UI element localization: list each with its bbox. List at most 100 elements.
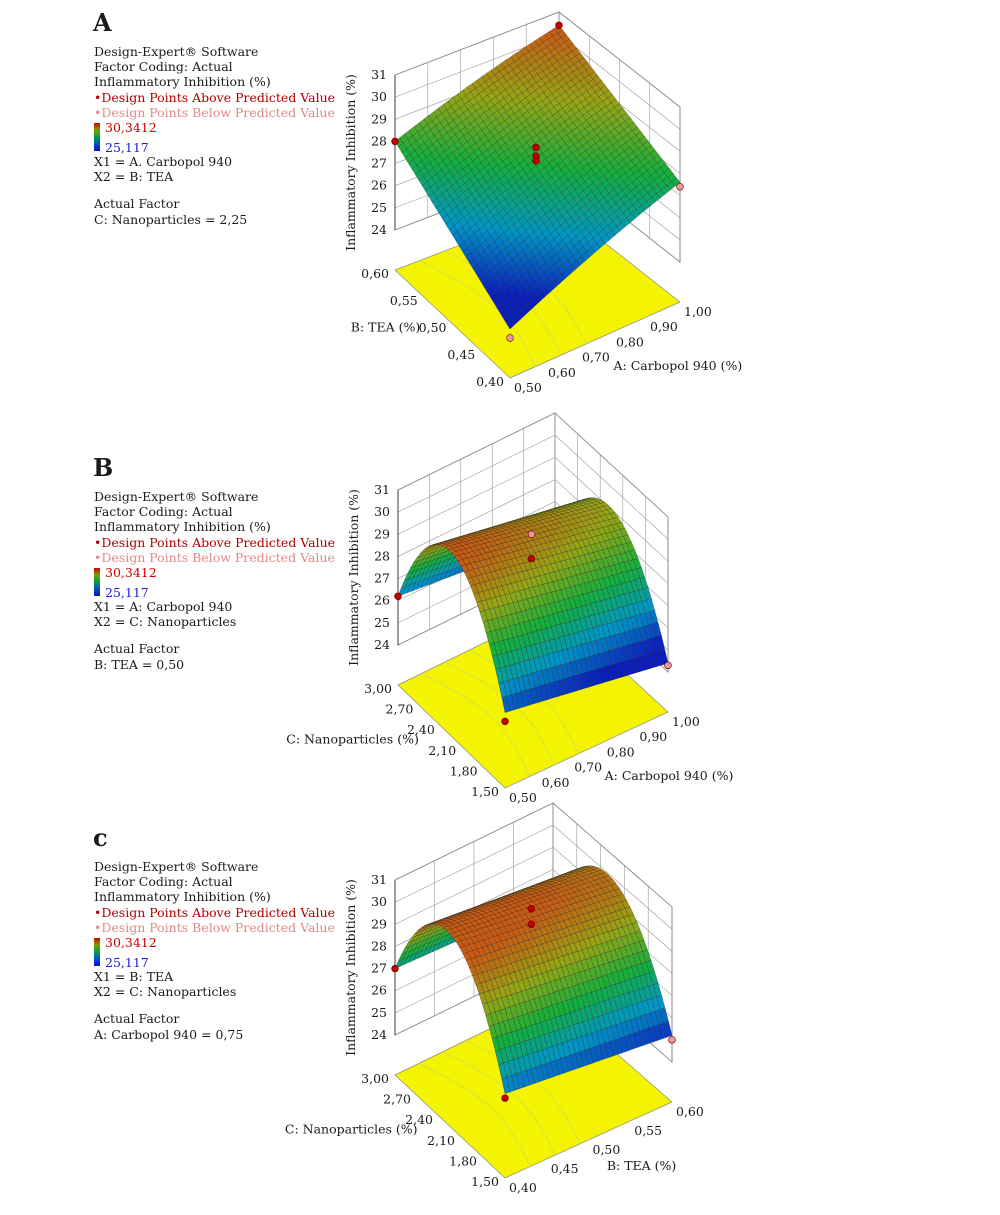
x-tick-label: 0,90 bbox=[639, 729, 667, 744]
panel-label: c bbox=[93, 823, 108, 852]
x2-factor: X2 = C: Nanoparticles bbox=[94, 984, 237, 1000]
legend-below: •Design Points Below Predicted Value bbox=[94, 104, 335, 120]
tick-labels: 24 25 26 27 28 29 30 31 0,50 0,60 0,70 0,80 0,90 1,00… bbox=[361, 67, 712, 395]
y-axis-title: C: Nanoparticles (%) bbox=[286, 732, 419, 747]
factor-coding: Factor Coding: Actual bbox=[94, 59, 233, 75]
tick-labels: 24 25 26 27 28 29 30 31 0,40 0,45 0,50 0,55 0,60 1,50… bbox=[361, 872, 704, 1195]
floor-contour bbox=[418, 1063, 531, 1167]
z-tick-label: 25 bbox=[371, 200, 387, 215]
color-scale-bar bbox=[94, 123, 100, 152]
legend-above: •Design Points Above Predicted Value bbox=[94, 89, 336, 105]
z-tick-label: 26 bbox=[371, 983, 387, 998]
y-tick-label: 3,00 bbox=[361, 1071, 389, 1086]
software-name: Design-Expert® Software bbox=[94, 44, 259, 59]
floor-contour bbox=[442, 1051, 556, 1156]
chart-panel-c: c Design-Expert® Software Factor Coding:… bbox=[0, 802, 1000, 1215]
x1-factor: X1 = B: TEA bbox=[94, 969, 174, 985]
software-name: Design-Expert® Software bbox=[94, 489, 259, 504]
z-axis-title: Inflammatory Inhibition (%) bbox=[343, 74, 358, 251]
legend-info: Design-Expert® Software Factor Coding: A… bbox=[94, 859, 344, 1042]
below-dot-icon: • bbox=[94, 919, 102, 935]
surface-cell bbox=[663, 1021, 673, 1038]
surface-plot: 24 25 26 27 28 29 30 31 0,50 0,60 0,70 0,80 0,90 1,00… bbox=[286, 412, 734, 805]
response-surface bbox=[394, 25, 681, 330]
floor-contour bbox=[465, 1040, 581, 1144]
color-scale: 30,3412 25,117 bbox=[94, 935, 344, 971]
design-point-above bbox=[532, 143, 540, 152]
y-tick-label: 0,55 bbox=[390, 293, 418, 308]
legend-above: •Design Points Above Predicted Value bbox=[94, 534, 336, 550]
z-tick-label: 24 bbox=[371, 1027, 387, 1042]
color-scale-max: 30,3412 bbox=[105, 120, 157, 136]
y-tick-label: 1,80 bbox=[450, 763, 478, 778]
floor-contour bbox=[419, 260, 536, 367]
y-tick-label: 2,10 bbox=[428, 743, 456, 758]
y-axis-title: C: Nanoparticles (%) bbox=[285, 1122, 418, 1137]
x-tick-label: 0,50 bbox=[509, 790, 537, 805]
design-point-above bbox=[394, 592, 402, 600]
response-surface bbox=[397, 497, 669, 713]
response-surface bbox=[394, 865, 673, 1094]
design-point-above bbox=[391, 137, 399, 146]
color-scale-min: 25,117 bbox=[105, 585, 149, 601]
design-point-above bbox=[501, 717, 509, 726]
design-point-above bbox=[532, 156, 540, 165]
z-axis-title: Inflammatory Inhibition (%) bbox=[343, 879, 358, 1056]
y-tick-label: 3,00 bbox=[364, 681, 392, 696]
z-tick-label: 30 bbox=[371, 89, 387, 104]
tick-labels: 24 25 26 27 28 29 30 31 0,50 0,60 0,70 0,80 0,90 1,00… bbox=[364, 482, 700, 805]
color-scale-max: 30,3412 bbox=[105, 935, 157, 951]
design-point-below bbox=[527, 530, 536, 538]
z-tick-label: 24 bbox=[374, 637, 390, 652]
y-tick-label: 0,45 bbox=[447, 347, 475, 362]
below-dot-icon: • bbox=[94, 549, 102, 565]
x-tick-label: 1,00 bbox=[684, 304, 712, 319]
actual-factor-value: C: Nanoparticles = 2,25 bbox=[94, 211, 248, 227]
above-dot-icon: • bbox=[94, 904, 102, 920]
chart-panel-b: B Design-Expert® Software Factor Coding:… bbox=[0, 412, 1000, 845]
z-tick-label: 25 bbox=[374, 615, 390, 630]
x-tick-label: 0,70 bbox=[574, 760, 602, 775]
z-tick-label: 24 bbox=[371, 222, 387, 237]
color-scale: 30,3412 25,117 bbox=[94, 120, 344, 155]
x-tick-label: 0,50 bbox=[514, 380, 542, 395]
x-axis-title: B: TEA (%) bbox=[607, 1158, 676, 1173]
design-point-below bbox=[506, 334, 514, 342]
z-tick-label: 27 bbox=[371, 961, 387, 976]
z-tick-label: 29 bbox=[374, 526, 390, 541]
actual-factor-heading: Actual Factor bbox=[94, 641, 180, 657]
y-tick-label: 2,40 bbox=[405, 1112, 433, 1127]
z-tick-label: 26 bbox=[374, 593, 390, 608]
z-tick-label: 28 bbox=[374, 548, 390, 563]
x-tick-label: 0,50 bbox=[593, 1142, 621, 1157]
color-scale-min: 25,117 bbox=[105, 955, 149, 971]
z-tick-label: 30 bbox=[374, 504, 390, 519]
response-name: Inflammatory Inhibition (%) bbox=[94, 519, 271, 535]
z-tick-label: 30 bbox=[371, 894, 387, 909]
z-tick-label: 26 bbox=[371, 178, 387, 193]
y-axis-title: B: TEA (%) bbox=[351, 319, 420, 334]
z-tick-label: 29 bbox=[371, 111, 387, 126]
surface-plot: 24 25 26 27 28 29 30 31 0,40 0,45 0,50 0,55 0,60 1,50… bbox=[285, 802, 704, 1195]
x-axis-title: A: Carbopol 940 (%) bbox=[604, 768, 734, 783]
x-tick-label: 0,80 bbox=[607, 744, 635, 759]
design-point-above bbox=[527, 554, 536, 563]
legend-below: •Design Points Below Predicted Value bbox=[94, 919, 335, 935]
design-point-above bbox=[501, 1094, 509, 1102]
design-point-above bbox=[555, 21, 563, 29]
color-scale-bar bbox=[94, 938, 100, 967]
color-scale: 30,3412 25,117 bbox=[94, 565, 344, 601]
x-tick-label: 0,45 bbox=[551, 1161, 579, 1176]
design-point-above bbox=[391, 964, 399, 973]
x-tick-label: 0,55 bbox=[634, 1123, 662, 1138]
z-tick-label: 27 bbox=[374, 571, 390, 586]
y-tick-label: 2,10 bbox=[427, 1133, 455, 1148]
actual-factor-value: A: Carbopol 940 = 0,75 bbox=[94, 1026, 244, 1042]
y-tick-label: 2,70 bbox=[386, 702, 414, 717]
x-tick-label: 0,80 bbox=[616, 334, 644, 349]
design-point-below bbox=[664, 661, 672, 670]
response-name: Inflammatory Inhibition (%) bbox=[94, 889, 271, 905]
chart-panel-a: A Design-Expert® Software Factor Coding:… bbox=[0, 0, 1000, 400]
z-tick-label: 31 bbox=[371, 67, 387, 82]
y-tick-label: 1,50 bbox=[471, 784, 499, 799]
